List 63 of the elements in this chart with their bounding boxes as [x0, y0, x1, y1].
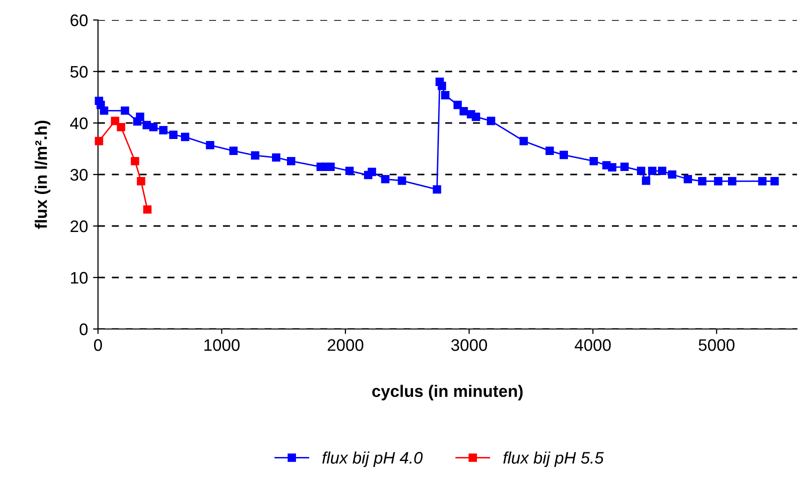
y-tick-label: 40: [70, 117, 88, 130]
y-tick-label: 0: [80, 323, 88, 336]
point: [368, 168, 376, 176]
x-tick-label: 2000: [328, 339, 364, 351]
point: [546, 146, 554, 155]
point: [149, 122, 158, 132]
point: [381, 174, 390, 184]
point: [642, 176, 650, 185]
point: [684, 174, 692, 184]
point: [229, 146, 238, 155]
point: [438, 82, 446, 90]
point: [472, 112, 480, 121]
x-tick-label: 0: [94, 339, 102, 351]
point: [758, 177, 767, 186]
legend-label: flux bij pH 5.5: [503, 451, 604, 467]
point: [728, 177, 736, 186]
x-tick-label: 5000: [698, 339, 734, 351]
point: [180, 132, 190, 142]
point: [770, 177, 779, 186]
point: [326, 162, 335, 171]
point: [272, 153, 280, 162]
point: [94, 136, 104, 146]
y-tick-label: 20: [70, 220, 88, 232]
point: [648, 166, 656, 176]
point: [636, 166, 646, 176]
y-axis-title: flux (in l/m².h): [34, 120, 50, 229]
point: [590, 156, 598, 166]
point: [116, 122, 126, 132]
point: [136, 177, 146, 186]
point: [143, 205, 152, 214]
point: [520, 136, 528, 146]
point: [698, 177, 706, 186]
point: [432, 185, 442, 194]
y-tick-label: 30: [70, 168, 88, 181]
point: [159, 126, 168, 134]
x-tick-label: 3000: [451, 339, 488, 351]
y-tick-label: 50: [70, 66, 88, 78]
point: [398, 176, 406, 185]
y-tick-label: 10: [71, 272, 88, 284]
y-tick-label: 60: [70, 14, 88, 26]
point: [453, 100, 462, 110]
point: [120, 106, 130, 115]
point: [100, 106, 108, 115]
x-axis-title: cyclus (in minuten): [372, 384, 523, 400]
point: [345, 166, 354, 176]
point: [560, 150, 568, 160]
point: [620, 162, 629, 171]
point: [441, 91, 450, 100]
point: [169, 130, 178, 140]
point: [714, 177, 722, 186]
point: [668, 170, 676, 179]
point: [206, 140, 214, 150]
legend-label: flux bij pH 4.0: [322, 451, 423, 467]
point: [486, 116, 496, 126]
point: [286, 156, 296, 166]
x-tick-label: 1000: [204, 339, 240, 351]
point: [250, 151, 260, 160]
point: [130, 156, 140, 166]
x-tick-label: 4000: [574, 339, 611, 351]
point: [460, 106, 468, 116]
point: [136, 112, 144, 121]
point: [608, 163, 616, 172]
point: [658, 166, 666, 176]
